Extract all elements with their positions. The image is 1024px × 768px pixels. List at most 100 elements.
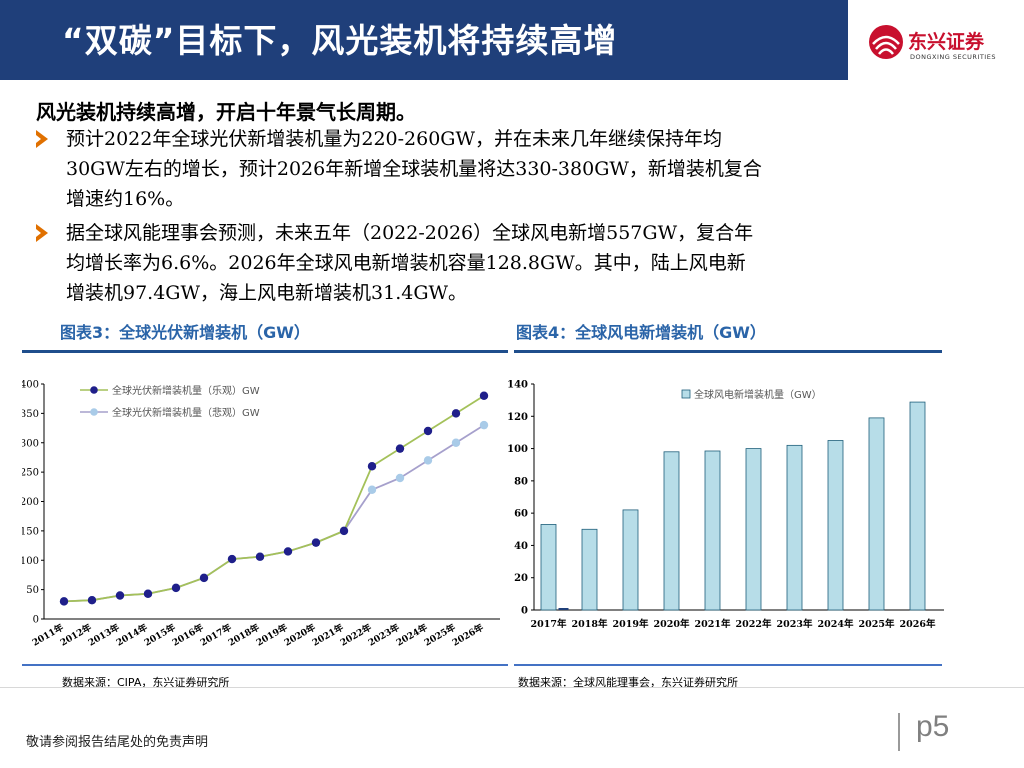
bullet-line: 据全球风能理事会预测，未来五年（2022-2026）全球风电新增557GW，复合… xyxy=(66,222,754,244)
arrow-bullet-icon xyxy=(36,224,48,242)
x-tick-label: 2026年 xyxy=(900,618,936,630)
bullet-line: 预计2022年全球光伏新增装机量为220-260GW，并在未来几年继续保持年均 xyxy=(66,128,723,150)
fig4-source: 数据来源：全球风能理事会，东兴证券研究所 xyxy=(518,676,738,689)
data-point xyxy=(199,573,209,583)
x-tick-label: 2017年 xyxy=(531,618,567,630)
legend-label: 全球风电新增装机量（GW） xyxy=(694,388,822,401)
section-headline: 风光装机持续高增，开启十年景气长周期。 xyxy=(36,100,416,124)
bullet-wind: 据全球风能理事会预测，未来五年（2022-2026）全球风电新增557GW，复合… xyxy=(36,218,946,310)
x-tick-label: 2019年 xyxy=(613,618,649,630)
y-tick-label: 350 xyxy=(22,409,39,420)
y-tick-label: 50 xyxy=(26,585,39,596)
x-tick-label: 2022年 xyxy=(736,618,772,630)
page-separator xyxy=(898,713,900,751)
x-tick-label: 2024年 xyxy=(394,621,429,648)
x-tick-label: 2025年 xyxy=(859,618,895,630)
title-bar: “双碳”目标下，风光装机将持续高增 xyxy=(0,0,848,80)
x-tick-label: 2014年 xyxy=(114,621,149,648)
x-tick-label: 2012年 xyxy=(58,621,93,648)
x-tick-label: 2021年 xyxy=(695,618,731,630)
bullet-line: 30GW左右的增长，预计2026年新增全球装机量将达330-380GW，新增装机… xyxy=(66,158,762,180)
bullet-line: 增装机97.4GW，海上风电新增装机31.4GW。 xyxy=(66,282,468,304)
legend-label: 全球光伏新增装机量（乐观）GW xyxy=(112,384,260,397)
slide-title: “双碳”目标下，风光装机将持续高增 xyxy=(62,21,618,60)
x-tick-label: 2022年 xyxy=(338,621,373,648)
bullet-line: 增速约16%。 xyxy=(66,188,185,210)
fig3-bottom-rule xyxy=(22,664,508,666)
x-tick-label: 2013年 xyxy=(86,621,121,648)
legend-label: 全球光伏新增装机量（悲观）GW xyxy=(112,406,260,419)
data-point xyxy=(171,583,181,593)
footer-divider xyxy=(0,687,1024,688)
bar xyxy=(663,451,680,611)
y-tick-label: 400 xyxy=(22,380,39,391)
data-point xyxy=(451,409,461,418)
y-tick-label: 60 xyxy=(514,509,528,520)
disclaimer-text: 敬请参阅报告结尾处的免责声明 xyxy=(26,735,209,750)
x-tick-label: 2026年 xyxy=(450,621,485,648)
series-line xyxy=(63,394,485,603)
bullet-line: 均增长率为6.6%。2026年全球风电新增装机容量128.8GW。其中，陆上风电… xyxy=(66,252,746,274)
data-point xyxy=(395,473,405,483)
x-tick-label: 2023年 xyxy=(777,618,813,630)
data-point xyxy=(367,462,377,471)
pv-line-chart: 0501001502002503003504002011年2012年2013年2… xyxy=(22,380,500,649)
x-tick-label: 2025年 xyxy=(422,621,457,648)
fig3-title: 图表3：全球光伏新增装机（GW） xyxy=(60,323,310,342)
x-tick-label: 2015年 xyxy=(142,621,177,648)
y-tick-label: 0 xyxy=(521,606,528,617)
y-tick-label: 120 xyxy=(507,412,528,423)
fig3-divider xyxy=(22,350,508,353)
data-point xyxy=(395,444,405,453)
data-point xyxy=(479,420,489,430)
series-line xyxy=(63,424,485,603)
bar xyxy=(868,417,885,611)
x-tick-label: 2018年 xyxy=(226,621,261,648)
fig3-source: 数据来源：CIPA，东兴证券研究所 xyxy=(62,676,230,689)
x-tick-label: 2019年 xyxy=(254,621,289,648)
y-tick-label: 150 xyxy=(22,526,39,537)
data-point xyxy=(451,438,461,447)
x-tick-label: 2016年 xyxy=(170,621,205,648)
data-point xyxy=(87,596,97,605)
bar xyxy=(540,524,557,611)
bar xyxy=(786,444,803,611)
bar xyxy=(622,509,639,611)
logo-text-en: DONGXING SECURITIES xyxy=(910,53,996,61)
bar xyxy=(909,401,926,611)
x-tick-label: 2018年 xyxy=(572,618,608,630)
legend-swatch xyxy=(681,389,691,399)
x-tick-label: 2020年 xyxy=(282,621,317,648)
x-tick-label: 2020年 xyxy=(654,618,690,630)
y-tick-label: 100 xyxy=(22,556,39,567)
legend-marker xyxy=(90,408,98,416)
dongxing-logo-icon xyxy=(869,25,903,59)
x-tick-label: 2024年 xyxy=(818,618,854,630)
y-tick-label: 250 xyxy=(22,468,39,479)
data-point xyxy=(423,426,433,436)
bar xyxy=(704,450,721,611)
logo-text-cn: 东兴证券 xyxy=(908,31,985,53)
y-tick-label: 100 xyxy=(507,444,528,455)
data-point xyxy=(227,554,237,564)
data-point xyxy=(311,538,321,547)
data-point xyxy=(255,552,265,561)
bar xyxy=(827,440,844,611)
data-point xyxy=(115,591,125,600)
x-tick-label: 2021年 xyxy=(310,621,345,648)
x-tick-label: 2017年 xyxy=(198,621,233,648)
x-tick-label: 2023年 xyxy=(366,621,401,648)
y-tick-label: 40 xyxy=(514,541,528,552)
y-tick-label: 20 xyxy=(514,573,528,584)
bar xyxy=(745,448,762,611)
data-point xyxy=(283,547,293,556)
y-tick-label: 0 xyxy=(33,615,39,626)
fig4-divider xyxy=(514,350,942,353)
y-tick-label: 300 xyxy=(22,438,39,449)
arrow-bullet-icon xyxy=(36,130,48,148)
data-point xyxy=(367,485,377,494)
page-number: p5 xyxy=(916,710,950,743)
bullet-solar: 预计2022年全球光伏新增装机量为220-260GW，并在未来几年继续保持年均 … xyxy=(36,124,946,216)
wind-bar-chart: 0 20 40 60 80 100 120 140 2017年 2018年 2019年 2020年 20… xyxy=(507,380,944,630)
data-point xyxy=(143,589,153,598)
